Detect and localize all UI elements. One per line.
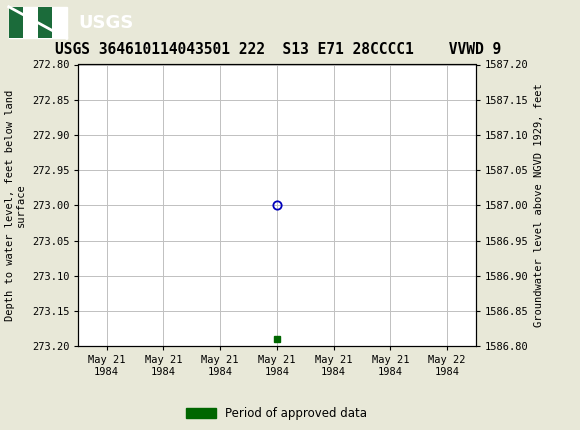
FancyBboxPatch shape (9, 7, 23, 38)
FancyBboxPatch shape (38, 7, 52, 38)
Legend: Period of approved data: Period of approved data (182, 402, 372, 425)
FancyBboxPatch shape (23, 7, 38, 38)
Text: USGS: USGS (78, 14, 133, 31)
Y-axis label: Groundwater level above NGVD 1929, feet: Groundwater level above NGVD 1929, feet (534, 83, 544, 327)
FancyBboxPatch shape (9, 7, 67, 38)
Y-axis label: Depth to water level, feet below land
surface: Depth to water level, feet below land su… (5, 90, 26, 321)
Text: USGS 364610114043501 222  S13 E71 28CCCC1    VVWD 9: USGS 364610114043501 222 S13 E71 28CCCC1… (55, 42, 502, 57)
